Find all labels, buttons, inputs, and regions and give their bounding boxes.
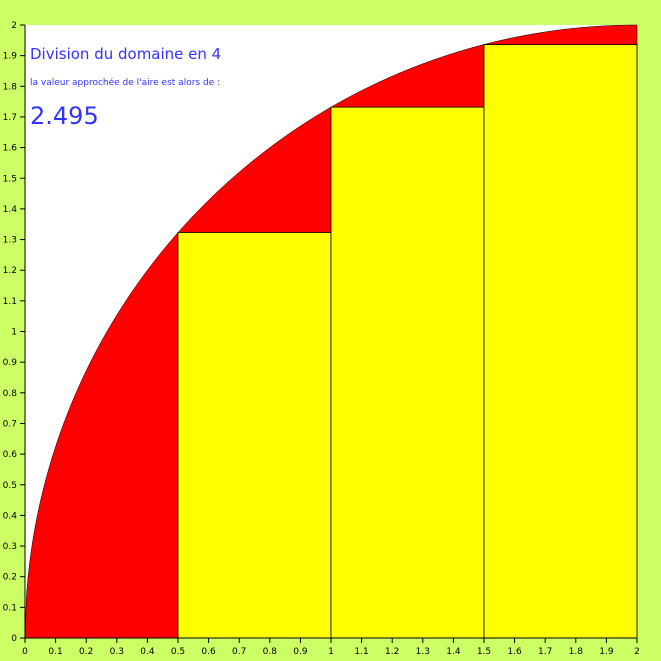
x-tick-label: 0.5 <box>171 647 185 657</box>
y-tick-label: 1.2 <box>3 266 17 276</box>
x-tick-label: 1.3 <box>416 647 430 657</box>
y-tick-label: 0.3 <box>3 542 17 552</box>
y-tick-label: 1 <box>11 328 17 338</box>
x-tick-label: 0.8 <box>263 647 278 657</box>
y-tick-label: 1.5 <box>3 174 17 184</box>
rectangle-4 <box>483 44 638 639</box>
x-tick-label: 0.3 <box>110 647 124 657</box>
axes <box>20 24 638 643</box>
y-tick-label: 0.7 <box>3 419 17 429</box>
x-tick-label: 0.6 <box>201 647 216 657</box>
x-tick-label: 1.6 <box>507 647 522 657</box>
y-tick-label: 0.9 <box>3 358 18 368</box>
y-tick-label: 1.9 <box>3 52 18 62</box>
x-tick-label: 0.7 <box>232 647 246 657</box>
x-tick-label: 1.4 <box>446 647 461 657</box>
x-tick-label: 1.5 <box>477 647 491 657</box>
y-tick-label: 0.4 <box>3 511 18 521</box>
rectangles <box>177 44 638 639</box>
x-tick-label: 0 <box>22 647 28 657</box>
y-tick-label: 1.1 <box>3 297 17 307</box>
chart-title: Division du domaine en 4 <box>30 45 221 63</box>
result-value: 2.495 <box>30 102 99 130</box>
x-tick-label: 0.2 <box>79 647 93 657</box>
y-tick-label: 0.1 <box>3 603 17 613</box>
x-tick-label: 1 <box>328 647 334 657</box>
rectangle-3 <box>330 106 485 639</box>
x-tick-label: 1.2 <box>385 647 399 657</box>
y-tick-label: 1.4 <box>3 205 18 215</box>
y-tick-label: 1.7 <box>3 113 17 123</box>
x-tick-label: 0.1 <box>48 647 62 657</box>
y-tick-label: 0.5 <box>3 481 17 491</box>
x-tick-label: 1.8 <box>569 647 584 657</box>
y-tick-label: 0.2 <box>3 573 17 583</box>
y-tick-labels: 0 0.1 0.2 0.3 0.4 0.5 0.6 0.7 0.8 0.9 1 1.1 1.2 1.3 1.… <box>3 21 18 644</box>
rectangle-2 <box>177 232 332 639</box>
y-tick-label: 0.8 <box>3 389 18 399</box>
chart-subtitle: la valeur approchée de l'aire est alors … <box>30 77 220 88</box>
y-tick-label: 1.8 <box>3 82 18 92</box>
x-tick-label: 1.9 <box>599 647 614 657</box>
y-tick-label: 1.3 <box>3 236 17 246</box>
y-tick-label: 1.6 <box>3 144 18 154</box>
y-tick-label: 0.6 <box>3 450 18 460</box>
x-tick-labels: 0 0.1 0.2 0.3 0.4 0.5 0.6 0.7 0.8 0.9 1 1.1 1.2 1.3 1.… <box>22 647 640 657</box>
y-tick-label: 2 <box>11 21 17 31</box>
x-tick-label: 2 <box>634 647 640 657</box>
x-tick-label: 0.9 <box>293 647 308 657</box>
x-tick-label: 1.7 <box>538 647 552 657</box>
x-tick-label: 1.1 <box>354 647 368 657</box>
y-tick-label: 0 <box>11 634 17 644</box>
x-tick-label: 0.4 <box>140 647 155 657</box>
